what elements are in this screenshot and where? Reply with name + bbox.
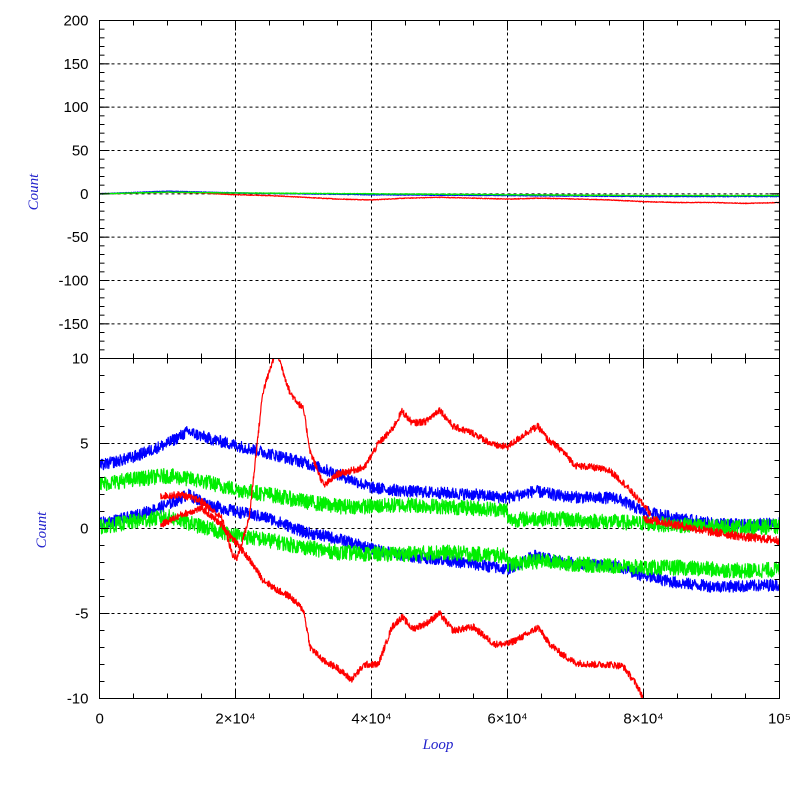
y-tick-label: 5	[80, 436, 88, 453]
bottom-y-axis-label: Count	[34, 511, 50, 549]
y-tick-label: 0	[80, 521, 88, 538]
top-gridlines	[99, 20, 780, 359]
series-red-line	[99, 191, 780, 205]
series-red-line	[642, 515, 780, 545]
top-tick-marks	[99, 20, 780, 359]
x-tick-labels: 0 2×10⁴ 4×10⁴ 6×10⁴ 8×10⁴ 10⁵	[96, 711, 791, 728]
series-red-line	[160, 504, 645, 699]
y-tick-label: 10	[72, 351, 89, 368]
x-tick-label: 10⁵	[768, 711, 791, 728]
x-tick-label: 8×10⁴	[623, 711, 663, 728]
top-plot-frame	[99, 20, 780, 359]
y-tick-label: -100	[58, 273, 88, 290]
y-tick-label: -10	[67, 691, 89, 708]
x-tick-label: 4×10⁴	[351, 711, 391, 728]
series-red-line	[160, 358, 651, 562]
x-axis-label: Loop	[422, 737, 454, 753]
y-tick-label: 150	[63, 56, 88, 73]
x-tick-label: 6×10⁴	[487, 711, 527, 728]
y-tick-label: -150	[58, 316, 88, 333]
top-panel: 200 150 100 50 0 -50 -100 -150 Count	[26, 13, 780, 359]
series-green-line	[99, 191, 780, 197]
bottom-y-tick-labels: 10 5 0 -5 -10	[67, 351, 89, 708]
series-green-line	[99, 509, 780, 579]
x-tick-label: 0	[96, 711, 104, 728]
bottom-panel: 10 5 0 -5 -10 0 2×10⁴ 4×10⁴ 6×10⁴ 8×10⁴ 10⁵ Count…	[34, 351, 791, 754]
y-tick-label: 100	[63, 99, 88, 116]
top-y-tick-labels: 200 150 100 50 0 -50 -100 -150	[58, 13, 88, 333]
y-tick-label: -5	[75, 606, 88, 623]
bottom-plot-frame	[99, 358, 780, 699]
bottom-series-group	[99, 358, 780, 699]
top-series-group	[99, 190, 780, 205]
y-tick-label: 0	[80, 186, 88, 203]
top-y-axis-label: Count	[26, 173, 42, 211]
y-tick-label: 50	[72, 143, 89, 160]
x-tick-label: 2×10⁴	[215, 711, 255, 728]
y-tick-label: -50	[67, 229, 89, 246]
series-blue-line	[99, 488, 780, 593]
y-tick-label: 200	[63, 13, 88, 30]
